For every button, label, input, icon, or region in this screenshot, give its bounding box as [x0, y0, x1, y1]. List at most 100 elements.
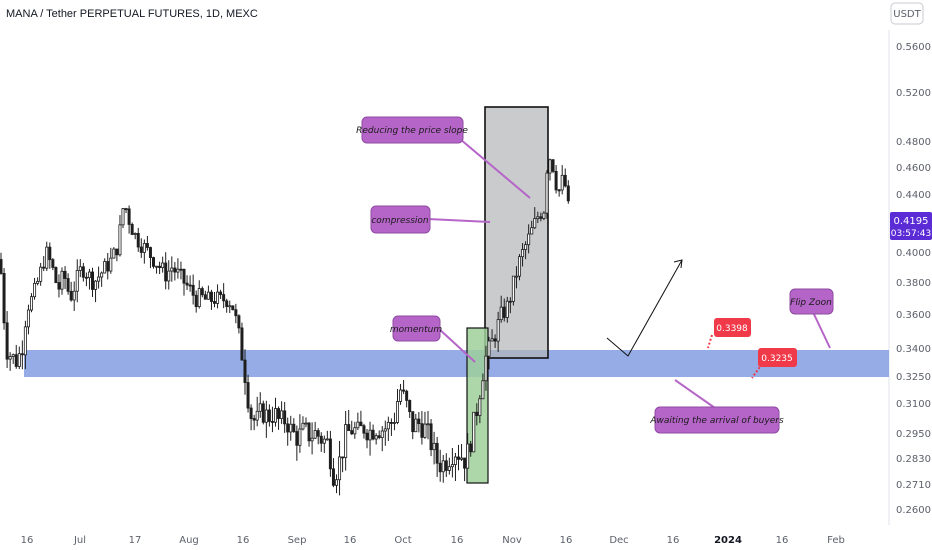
x-tick: 2024: [714, 535, 742, 546]
x-tick: 16: [344, 535, 357, 546]
candle-body: [493, 338, 497, 342]
candle-body: [191, 284, 195, 296]
level-high-text: 0.3398: [716, 324, 748, 334]
y-tick: 0.2830: [896, 454, 931, 465]
candle-body: [231, 305, 235, 311]
candle-body: [414, 418, 418, 433]
callout-momentum-text: momentum: [390, 325, 443, 335]
candle-body: [222, 294, 226, 302]
candle-body: [145, 243, 149, 248]
currency-button[interactable]: USDT: [890, 2, 924, 25]
candle-body: [478, 398, 482, 416]
candle-body: [197, 288, 201, 308]
candle-body: [261, 403, 265, 423]
candle-body: [395, 401, 399, 423]
candle-body: [563, 174, 567, 187]
candle-body: [78, 266, 82, 271]
candle-body: [48, 246, 52, 261]
candle-body: [243, 359, 247, 383]
price-axis[interactable]: 0.5600 0.5200 0.4800 0.4600 0.4400 0.400…: [896, 42, 931, 516]
x-tick: 16: [21, 535, 34, 546]
candle-body: [39, 266, 43, 282]
candle-body: [508, 300, 512, 303]
y-tick: 0.5600: [896, 42, 931, 53]
candle-group: [0, 158, 570, 496]
candle-body: [246, 382, 250, 409]
candle-body: [365, 432, 369, 441]
candle-body: [23, 326, 27, 356]
x-tick: Jul: [73, 535, 86, 546]
candle-body: [164, 262, 168, 282]
candle-body: [429, 423, 433, 451]
candle-body: [139, 246, 143, 253]
candle-body: [374, 435, 378, 440]
candle-body: [334, 479, 338, 486]
candle-body: [188, 284, 192, 287]
candle-body: [8, 356, 12, 360]
candle-body: [124, 208, 128, 211]
flip-zone-band: [24, 350, 889, 377]
candle-body: [136, 233, 140, 248]
candle-body: [283, 410, 287, 425]
candle-body: [371, 429, 375, 440]
candle-body: [81, 266, 85, 278]
callout-awaiting-text: Awaiting the arrival of buyers: [649, 416, 784, 426]
candle-body: [505, 300, 509, 318]
y-tick: 0.3250: [896, 372, 931, 383]
candle-body: [91, 271, 95, 290]
candle-body: [524, 244, 528, 250]
candle-body: [566, 185, 570, 202]
candle-body: [277, 408, 281, 419]
candle-body: [438, 462, 442, 473]
candle-body: [264, 409, 268, 423]
candle-body: [530, 227, 534, 235]
callout-flip-zone-text: Flip Zoon: [790, 298, 832, 308]
candle-body: [441, 460, 445, 473]
candle-body: [481, 380, 485, 400]
x-tick: 16: [237, 535, 250, 546]
candle-body: [475, 411, 479, 416]
candle-body: [20, 353, 24, 356]
candle-body: [36, 280, 40, 284]
current-price-countdown: 03:57:43: [891, 229, 931, 239]
candle-body: [359, 421, 363, 427]
candle-body: [103, 261, 107, 274]
candle-body: [194, 294, 198, 308]
flip-connector: [811, 309, 831, 349]
y-tick: 0.3600: [896, 310, 931, 321]
candle-body: [444, 460, 448, 471]
callout-momentum: momentum: [390, 315, 443, 342]
candle-body: [432, 442, 436, 451]
x-tick: Aug: [179, 535, 199, 546]
candle-body: [417, 418, 421, 425]
candle-body: [313, 430, 317, 439]
candle-body: [466, 443, 470, 469]
callout-compression-text: compression: [371, 216, 429, 226]
candle-body: [69, 290, 73, 301]
candle-body: [100, 272, 104, 278]
time-axis[interactable]: 16 Jul 17 Aug 16 Sep 16 Oct 16 Nov 16 De…: [21, 535, 845, 546]
candle-body: [158, 265, 162, 268]
candle-body: [115, 248, 119, 256]
candle-body: [490, 338, 494, 342]
y-tick: 0.5200: [896, 88, 931, 99]
candle-body: [447, 466, 451, 471]
candle-body: [316, 430, 320, 437]
candle-body: [17, 353, 21, 367]
candle-body: [60, 270, 64, 290]
candle-body: [87, 271, 91, 279]
candle-body: [228, 305, 232, 308]
candle-body: [499, 306, 503, 321]
level-low-pointer: [751, 363, 763, 379]
candle-body: [319, 435, 323, 444]
x-tick: Feb: [827, 535, 845, 546]
candle-body: [383, 428, 387, 432]
x-tick: 16: [451, 535, 464, 546]
candle-body: [472, 411, 476, 453]
candle-body: [389, 422, 393, 424]
level-low-label: 0.3235: [758, 348, 797, 367]
candle-body: [106, 261, 110, 272]
candle-body: [380, 430, 384, 438]
candle-body: [200, 288, 204, 296]
